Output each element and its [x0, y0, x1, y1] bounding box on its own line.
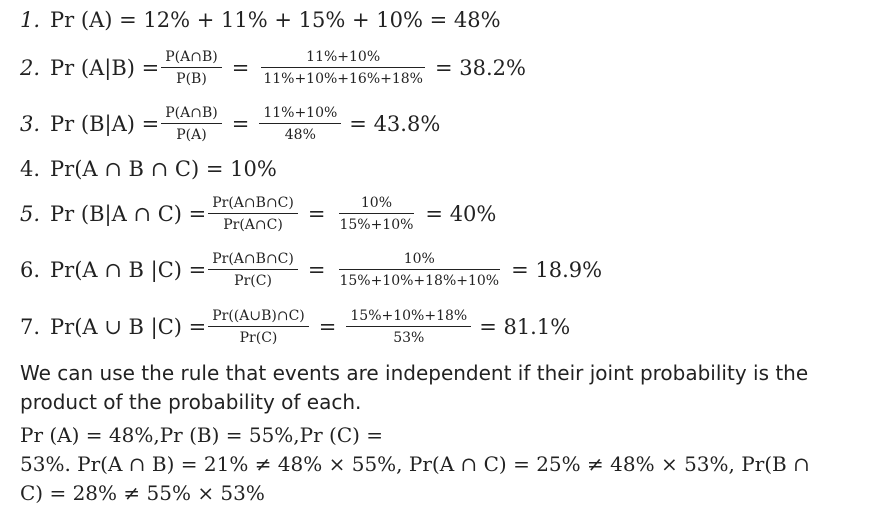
fraction-definition: Pr(A∩B∩C) Pr(C) [208, 252, 298, 288]
numerator: 15%+10%+18% [346, 309, 472, 327]
numerator: 11%+10% [261, 50, 426, 68]
check-line-3: C) = 28% ≠ 55% × 53% [20, 481, 265, 505]
eq-number: 3. [20, 112, 41, 136]
independence-explanation: We can use the rule that events are inde… [20, 361, 809, 414]
numerator: P(A∩B) [161, 50, 222, 68]
numerator: Pr((A∪B)∩C) [208, 309, 309, 327]
check-line-2: 53%. Pr(A ∩ B) = 21% ≠ 48% × 55%, Pr(A ∩… [20, 452, 810, 476]
equation-2: 2. Pr (A|B) = P(A∩B) P(B) = 11%+10% 11%+… [20, 49, 526, 87]
eq-number: 2. [20, 56, 41, 80]
fraction-definition: P(A∩B) P(A) [161, 106, 222, 143]
check-line-1: Pr (A) = 48%,Pr (B) = 55%,Pr (C) = [20, 423, 384, 447]
eq-number: 1. [20, 8, 41, 32]
denominator: 15%+10%+18%+10% [339, 273, 500, 289]
fraction-values: 15%+10%+18% 53% [346, 309, 472, 346]
eq-lhs: Pr(A ∪ B |C) = [50, 315, 207, 339]
fraction-values: 10% 15%+10%+18%+10% [335, 252, 503, 288]
eq-lhs: Pr (B|A) = [50, 112, 160, 136]
numerator: 11%+10% [259, 106, 342, 124]
fraction-definition: Pr(A∩B∩C) Pr(A∩C) [208, 196, 298, 232]
equation-7: 7. Pr(A ∪ B |C) = Pr((A∪B)∩C) Pr(C) = 15… [20, 308, 571, 346]
independence-check: Pr (A) = 48%,Pr (B) = 55%,Pr (C) = 53%. … [20, 421, 880, 508]
fraction-values: 10% 15%+10% [335, 196, 417, 232]
fraction-definition: P(A∩B) P(B) [161, 50, 222, 87]
eq-result: = 81.1% [479, 315, 571, 339]
equation-1: 1. Pr (A) = 12% + 11% + 15% + 10% = 48% [20, 8, 501, 32]
numerator: 10% [338, 196, 414, 214]
eq-text: Pr(A ∩ B ∩ C) = 10% [50, 157, 277, 181]
eq-number: 7. [20, 315, 41, 339]
numerator: Pr(A∩B∩C) [208, 252, 298, 270]
denominator: 53% [393, 330, 425, 346]
eq-number: 4. [20, 157, 41, 181]
equation-6: 6. Pr(A ∩ B |C) = Pr(A∩B∩C) Pr(C) = 10% … [20, 251, 603, 289]
fraction-values: 11%+10% 11%+10%+16%+18% [259, 50, 427, 86]
eq-number: 5. [20, 202, 41, 226]
eq-number: 6. [20, 258, 41, 282]
denominator: Pr(A∩C) [223, 217, 283, 233]
eq-result: = 18.9% [511, 258, 603, 282]
numerator: P(A∩B) [161, 106, 222, 124]
eq-result: = 43.8% [349, 112, 441, 136]
fraction-values: 11%+10% 48% [259, 106, 342, 143]
eq-result: = 40% [425, 202, 497, 226]
denominator: Pr(C) [239, 330, 278, 346]
numerator: Pr(A∩B∩C) [208, 196, 298, 214]
eq-lhs: Pr (A|B) = [50, 56, 160, 80]
equation-3: 3. Pr (B|A) = P(A∩B) P(A) = 11%+10% 48% … [20, 105, 441, 143]
eq-text: Pr (A) = 12% + 11% + 15% + 10% = 48% [50, 8, 501, 32]
denominator: 15%+10% [339, 217, 414, 233]
denominator: Pr(C) [234, 273, 272, 289]
denominator: 48% [284, 127, 316, 143]
denominator: P(A) [176, 127, 207, 143]
equation-5: 5. Pr (B|A ∩ C) = Pr(A∩B∩C) Pr(A∩C) = 10… [20, 195, 497, 233]
denominator: P(B) [176, 71, 207, 87]
equation-4: 4. Pr(A ∩ B ∩ C) = 10% [20, 157, 277, 181]
eq-lhs: Pr(A ∩ B |C) = [50, 258, 207, 282]
numerator: 10% [338, 252, 500, 270]
denominator: 11%+10%+16%+18% [263, 71, 423, 87]
eq-lhs: Pr (B|A ∩ C) = [50, 202, 207, 226]
fraction-definition: Pr((A∪B)∩C) Pr(C) [208, 309, 309, 345]
eq-result: = 38.2% [435, 56, 526, 80]
